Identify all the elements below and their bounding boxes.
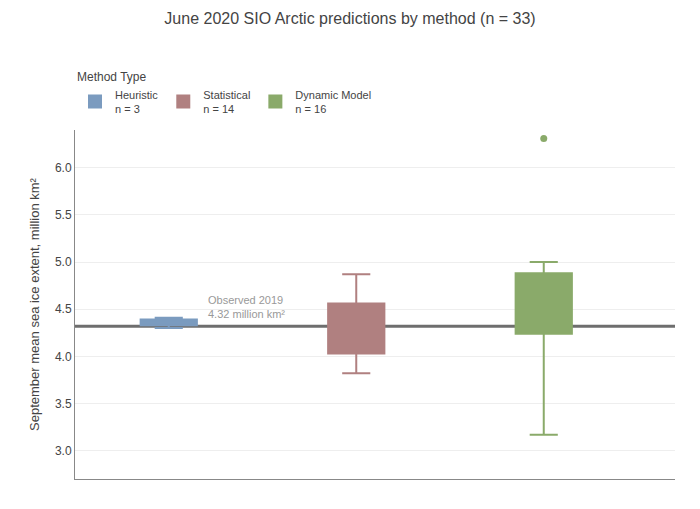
svg-text:September mean sea ice extent,: September mean sea ice extent, million k… bbox=[27, 177, 42, 431]
svg-text:3.5: 3.5 bbox=[55, 397, 72, 411]
svg-text:Method Type: Method Type bbox=[77, 70, 146, 84]
svg-text:Statisticaln = 14: Statisticaln = 14 bbox=[203, 89, 250, 115]
svg-text:5.5: 5.5 bbox=[55, 208, 72, 222]
svg-text:Heuristicn = 3: Heuristicn = 3 bbox=[115, 89, 158, 115]
svg-text:Observed 20194.32 million km²: Observed 20194.32 million km² bbox=[208, 294, 285, 320]
svg-text:June 2020 SIO Arctic predictio: June 2020 SIO Arctic predictions by meth… bbox=[164, 10, 535, 27]
svg-text:6.0: 6.0 bbox=[55, 161, 72, 175]
svg-text:Dynamic Modeln = 16: Dynamic Modeln = 16 bbox=[295, 89, 371, 115]
svg-text:3.0: 3.0 bbox=[55, 444, 72, 458]
svg-text:5.0: 5.0 bbox=[55, 255, 72, 269]
svg-text:4.0: 4.0 bbox=[55, 350, 72, 364]
svg-text:4.5: 4.5 bbox=[55, 302, 72, 316]
